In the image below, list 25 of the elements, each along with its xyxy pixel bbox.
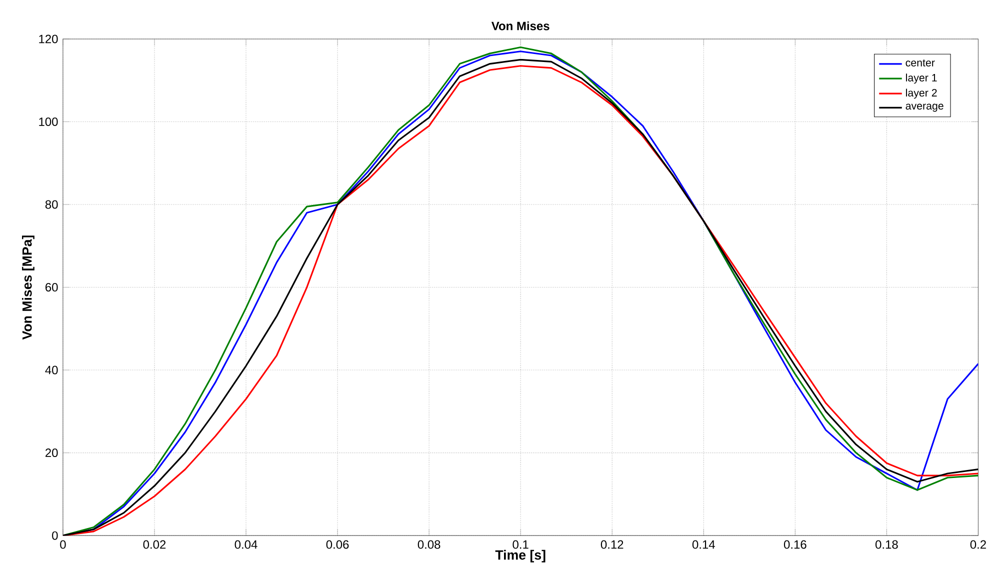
x-tick-label: 0.16 xyxy=(784,540,806,550)
chart-title: Von Mises xyxy=(491,22,550,30)
y-tick-label: 80 xyxy=(45,200,58,209)
y-tick-label: 40 xyxy=(45,366,58,375)
y-tick-label: 60 xyxy=(46,283,58,292)
x-tick-label: 0.02 xyxy=(143,540,166,550)
x-tick-label: 0.04 xyxy=(234,540,258,550)
y-axis-title: Von Mises [MPa] xyxy=(22,236,34,340)
x-tick-label: 0 xyxy=(60,540,66,550)
y-tick-label: 100 xyxy=(39,118,58,126)
x-tick-label: 0.06 xyxy=(326,540,349,550)
x-tick-label: 0.1 xyxy=(512,540,528,550)
legend-label: layer 1 xyxy=(906,74,937,84)
x-tick-label: 0.14 xyxy=(692,540,715,550)
y-tick-label: 0 xyxy=(52,532,58,540)
x-axis-title: Time [s] xyxy=(495,550,546,563)
x-tick-label: 0.08 xyxy=(418,540,440,550)
x-tick-label: 0.12 xyxy=(600,540,624,550)
legend-label: layer 2 xyxy=(906,88,937,99)
y-tick-label: 20 xyxy=(46,448,58,458)
y-tick-label: 120 xyxy=(39,34,58,44)
legend-label: center xyxy=(906,60,935,67)
x-tick-label: 0.18 xyxy=(875,540,898,550)
legend-label: average xyxy=(906,104,944,112)
x-tick-label: 0.2 xyxy=(970,540,986,550)
